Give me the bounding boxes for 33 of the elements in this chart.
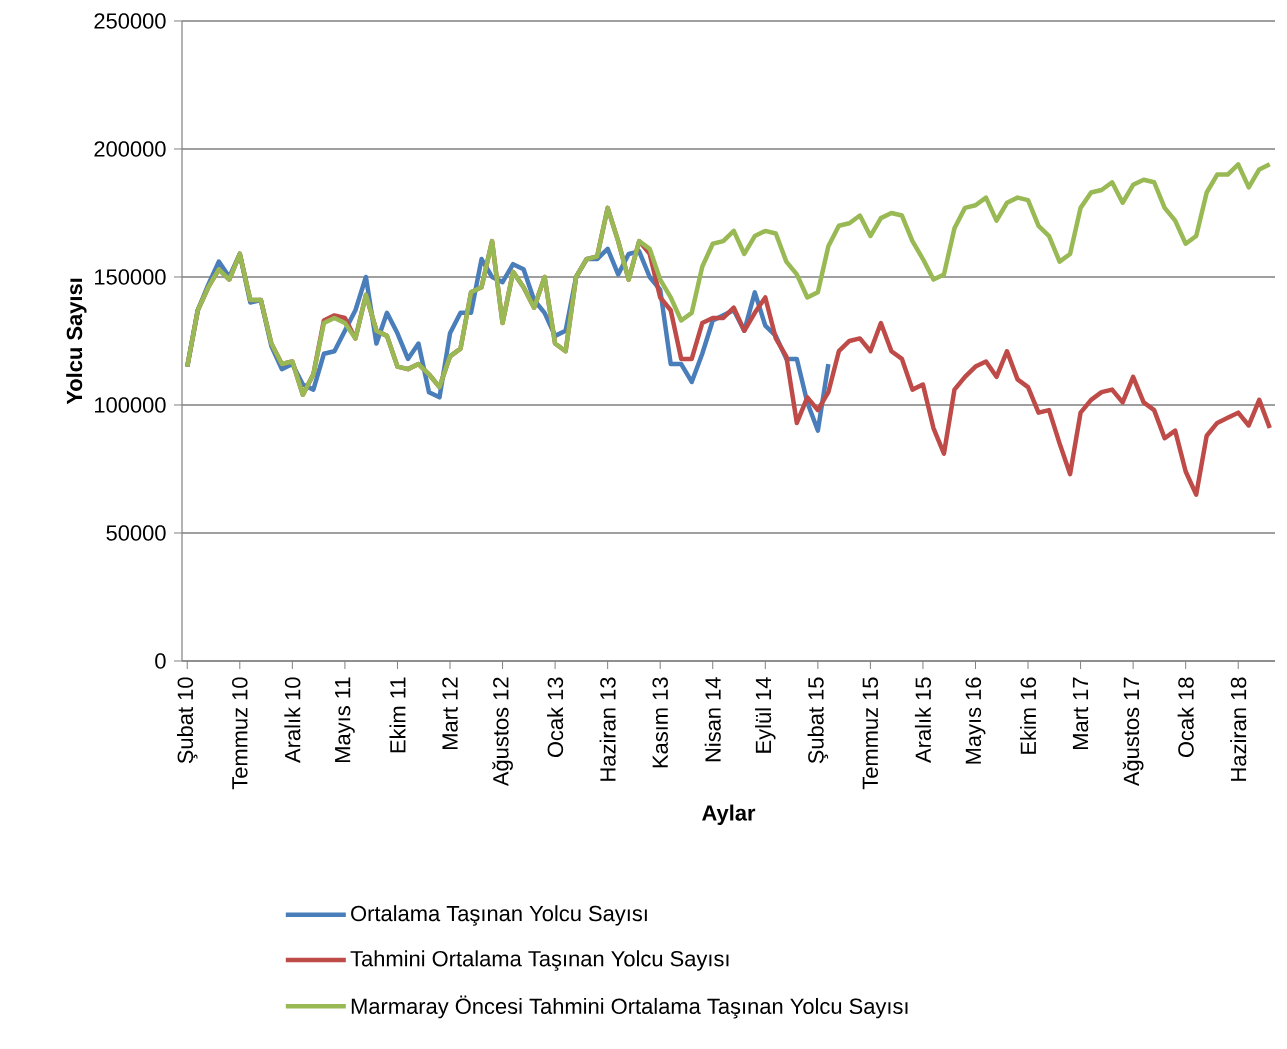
x-tick-label: Kasım 13 (652, 677, 668, 768)
x-tick-label: Aralık 10 (284, 677, 301, 763)
x-tick-label: Şubat 10 (176, 677, 198, 764)
y-tick-label: 200000 (94, 141, 166, 157)
y-tick-label: 250000 (94, 13, 166, 29)
line-series (185, 162, 1273, 397)
x-tick-label: Eylül 14 (755, 677, 776, 753)
y-tick-label: 150000 (95, 269, 166, 285)
x-tick-label: Nisan 14 (704, 677, 721, 762)
x-tick-label: Temmuz 15 (862, 677, 879, 790)
x-tick-label: Ocak 18 (1177, 677, 1194, 758)
x-tick-label: Temmuz 10 (232, 677, 248, 790)
y-tick-label: 50000 (106, 525, 166, 541)
x-axis-title: Aylar (702, 804, 756, 826)
x-tick-label: Şubat 15 (807, 677, 829, 764)
x-tick-label: Ekim 11 (389, 677, 406, 753)
x-tick-label: Aralık 15 (914, 677, 931, 763)
y-tick-label: 0 (155, 653, 166, 669)
x-tick-label: Haziran 18 (1230, 677, 1247, 781)
x-tick-label: Ocak 13 (547, 677, 564, 758)
x-tick-label: Mart 12 (442, 677, 458, 749)
y-axis-title: Yolcu Sayısı (66, 278, 87, 405)
x-tick-label: Mayıs 16 (965, 677, 986, 764)
legend-label: Marmaray Öncesi Tahmini Ortalama Taşınan Yolcu Sayısı (351, 995, 908, 1019)
x-tick-label: Ağustos 12 (492, 677, 513, 787)
x-tick-label: Mart 17 (1072, 677, 1089, 749)
y-tick-label: 100000 (95, 397, 166, 413)
x-tick-label: Mayıs 11 (335, 677, 355, 762)
x-tick-label: Haziran 13 (599, 677, 616, 781)
x-tick-label: Ağustos 17 (1122, 677, 1144, 787)
legend-label: Tahmini Ortalama Taşınan Yolcu Sayısı (350, 950, 729, 971)
legend-label: Ortalama Taşınan Yolcu Sayısı (351, 905, 647, 926)
x-tick-label: Ekim 16 (1019, 677, 1037, 754)
